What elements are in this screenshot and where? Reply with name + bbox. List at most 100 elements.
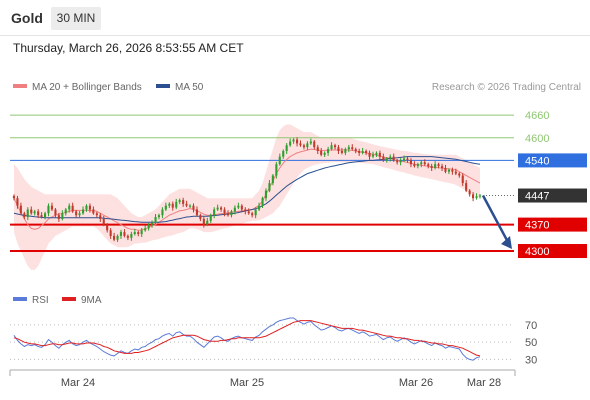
candle bbox=[92, 206, 95, 215]
candle bbox=[430, 163, 433, 171]
candle bbox=[175, 198, 178, 210]
candle bbox=[206, 217, 209, 227]
candle bbox=[26, 207, 29, 221]
x-tick-0: Mar 24 bbox=[61, 377, 95, 389]
x-tick-1: Mar 25 bbox=[230, 377, 264, 389]
level-label-4600: 4600 bbox=[525, 133, 549, 145]
candle bbox=[116, 234, 119, 242]
candle bbox=[95, 211, 98, 218]
rsi-ma-legend-label: 9MA bbox=[81, 295, 102, 306]
candle bbox=[164, 202, 167, 211]
candle bbox=[406, 157, 409, 163]
candle bbox=[133, 229, 136, 236]
candle bbox=[309, 138, 312, 145]
candle bbox=[472, 192, 475, 202]
symbol-title: Gold bbox=[11, 10, 43, 26]
candle bbox=[19, 202, 22, 215]
candle bbox=[202, 216, 205, 228]
candle bbox=[354, 147, 357, 154]
candle bbox=[37, 209, 40, 219]
candle bbox=[392, 153, 395, 162]
candle bbox=[327, 146, 330, 156]
candle bbox=[368, 150, 371, 160]
candle bbox=[271, 174, 274, 186]
candle bbox=[409, 158, 412, 168]
candle bbox=[126, 234, 129, 241]
x-tick-2: Mar 26 bbox=[399, 377, 433, 389]
level-labels: 4660 4600 4540 4447 4370 4300 bbox=[518, 110, 587, 259]
forecast-arrow-head bbox=[501, 236, 512, 250]
candle bbox=[458, 172, 461, 178]
candle bbox=[361, 147, 364, 155]
candle bbox=[461, 173, 464, 187]
candle bbox=[99, 212, 102, 222]
candle bbox=[144, 225, 147, 232]
candle bbox=[447, 168, 450, 174]
ma20-legend-swatch bbox=[13, 84, 27, 88]
candle bbox=[123, 229, 126, 238]
candle bbox=[192, 203, 195, 213]
candle bbox=[109, 227, 112, 239]
candle bbox=[454, 168, 457, 176]
candle bbox=[320, 147, 323, 157]
candle bbox=[299, 140, 302, 147]
candle bbox=[47, 203, 50, 217]
legend: MA 20 + Bollinger Bands MA 50 Research ©… bbox=[13, 82, 581, 306]
level-label-4300: 4300 bbox=[525, 246, 549, 258]
candle bbox=[57, 212, 60, 222]
candle bbox=[275, 161, 278, 179]
candle bbox=[50, 202, 53, 211]
candle bbox=[427, 162, 430, 169]
candle bbox=[434, 161, 437, 170]
timeframe-button[interactable]: 30 MIN bbox=[51, 7, 101, 30]
candle bbox=[244, 207, 247, 215]
candle bbox=[254, 207, 257, 219]
level-tag-4540 bbox=[518, 153, 587, 168]
candle bbox=[441, 163, 444, 171]
candle bbox=[223, 207, 226, 217]
level-lines bbox=[10, 114, 514, 253]
candle bbox=[12, 194, 15, 201]
candle bbox=[64, 207, 67, 216]
level-tag-4300 bbox=[518, 244, 587, 259]
x-axis: Mar 24 Mar 25 Mar 26 Mar 28 bbox=[9, 369, 516, 389]
candle bbox=[106, 223, 109, 233]
candle bbox=[240, 204, 243, 212]
candle bbox=[157, 213, 160, 220]
candle bbox=[75, 209, 78, 218]
candle bbox=[195, 206, 198, 217]
candle bbox=[233, 205, 236, 215]
ma20-legend-label: MA 20 + Bollinger Bands bbox=[32, 82, 142, 93]
candle bbox=[85, 204, 88, 212]
candle bbox=[226, 210, 229, 217]
candle bbox=[347, 144, 350, 153]
ma50-legend-label: MA 50 bbox=[175, 82, 204, 93]
candle bbox=[451, 167, 454, 175]
bollinger-band bbox=[14, 124, 480, 270]
rsi-ma-line bbox=[13, 320, 481, 357]
datetime-label: Thursday, March 26, 2026 8:53:55 AM CET bbox=[13, 41, 244, 55]
candle bbox=[54, 207, 57, 218]
candle bbox=[209, 213, 212, 224]
x-tick-3: Mar 28 bbox=[467, 377, 501, 389]
candle bbox=[264, 188, 267, 202]
candle bbox=[140, 227, 143, 238]
candle bbox=[365, 149, 368, 156]
level-label-4540: 4540 bbox=[525, 155, 549, 167]
candle bbox=[199, 213, 202, 222]
candle bbox=[220, 206, 223, 212]
ma50-legend-swatch bbox=[156, 84, 170, 88]
candle bbox=[137, 230, 140, 237]
ma50-line bbox=[13, 156, 481, 223]
level-label-4660: 4660 bbox=[525, 110, 549, 122]
candle bbox=[340, 147, 343, 155]
candle bbox=[161, 207, 164, 219]
level-tag-4370 bbox=[518, 217, 587, 232]
candle bbox=[413, 161, 416, 168]
candle bbox=[44, 211, 47, 220]
candle bbox=[375, 151, 378, 158]
candle bbox=[289, 138, 292, 147]
candle bbox=[23, 211, 26, 220]
level-label-4447: 4447 bbox=[525, 191, 549, 203]
rsi-tick-30: 30 bbox=[525, 354, 537, 366]
